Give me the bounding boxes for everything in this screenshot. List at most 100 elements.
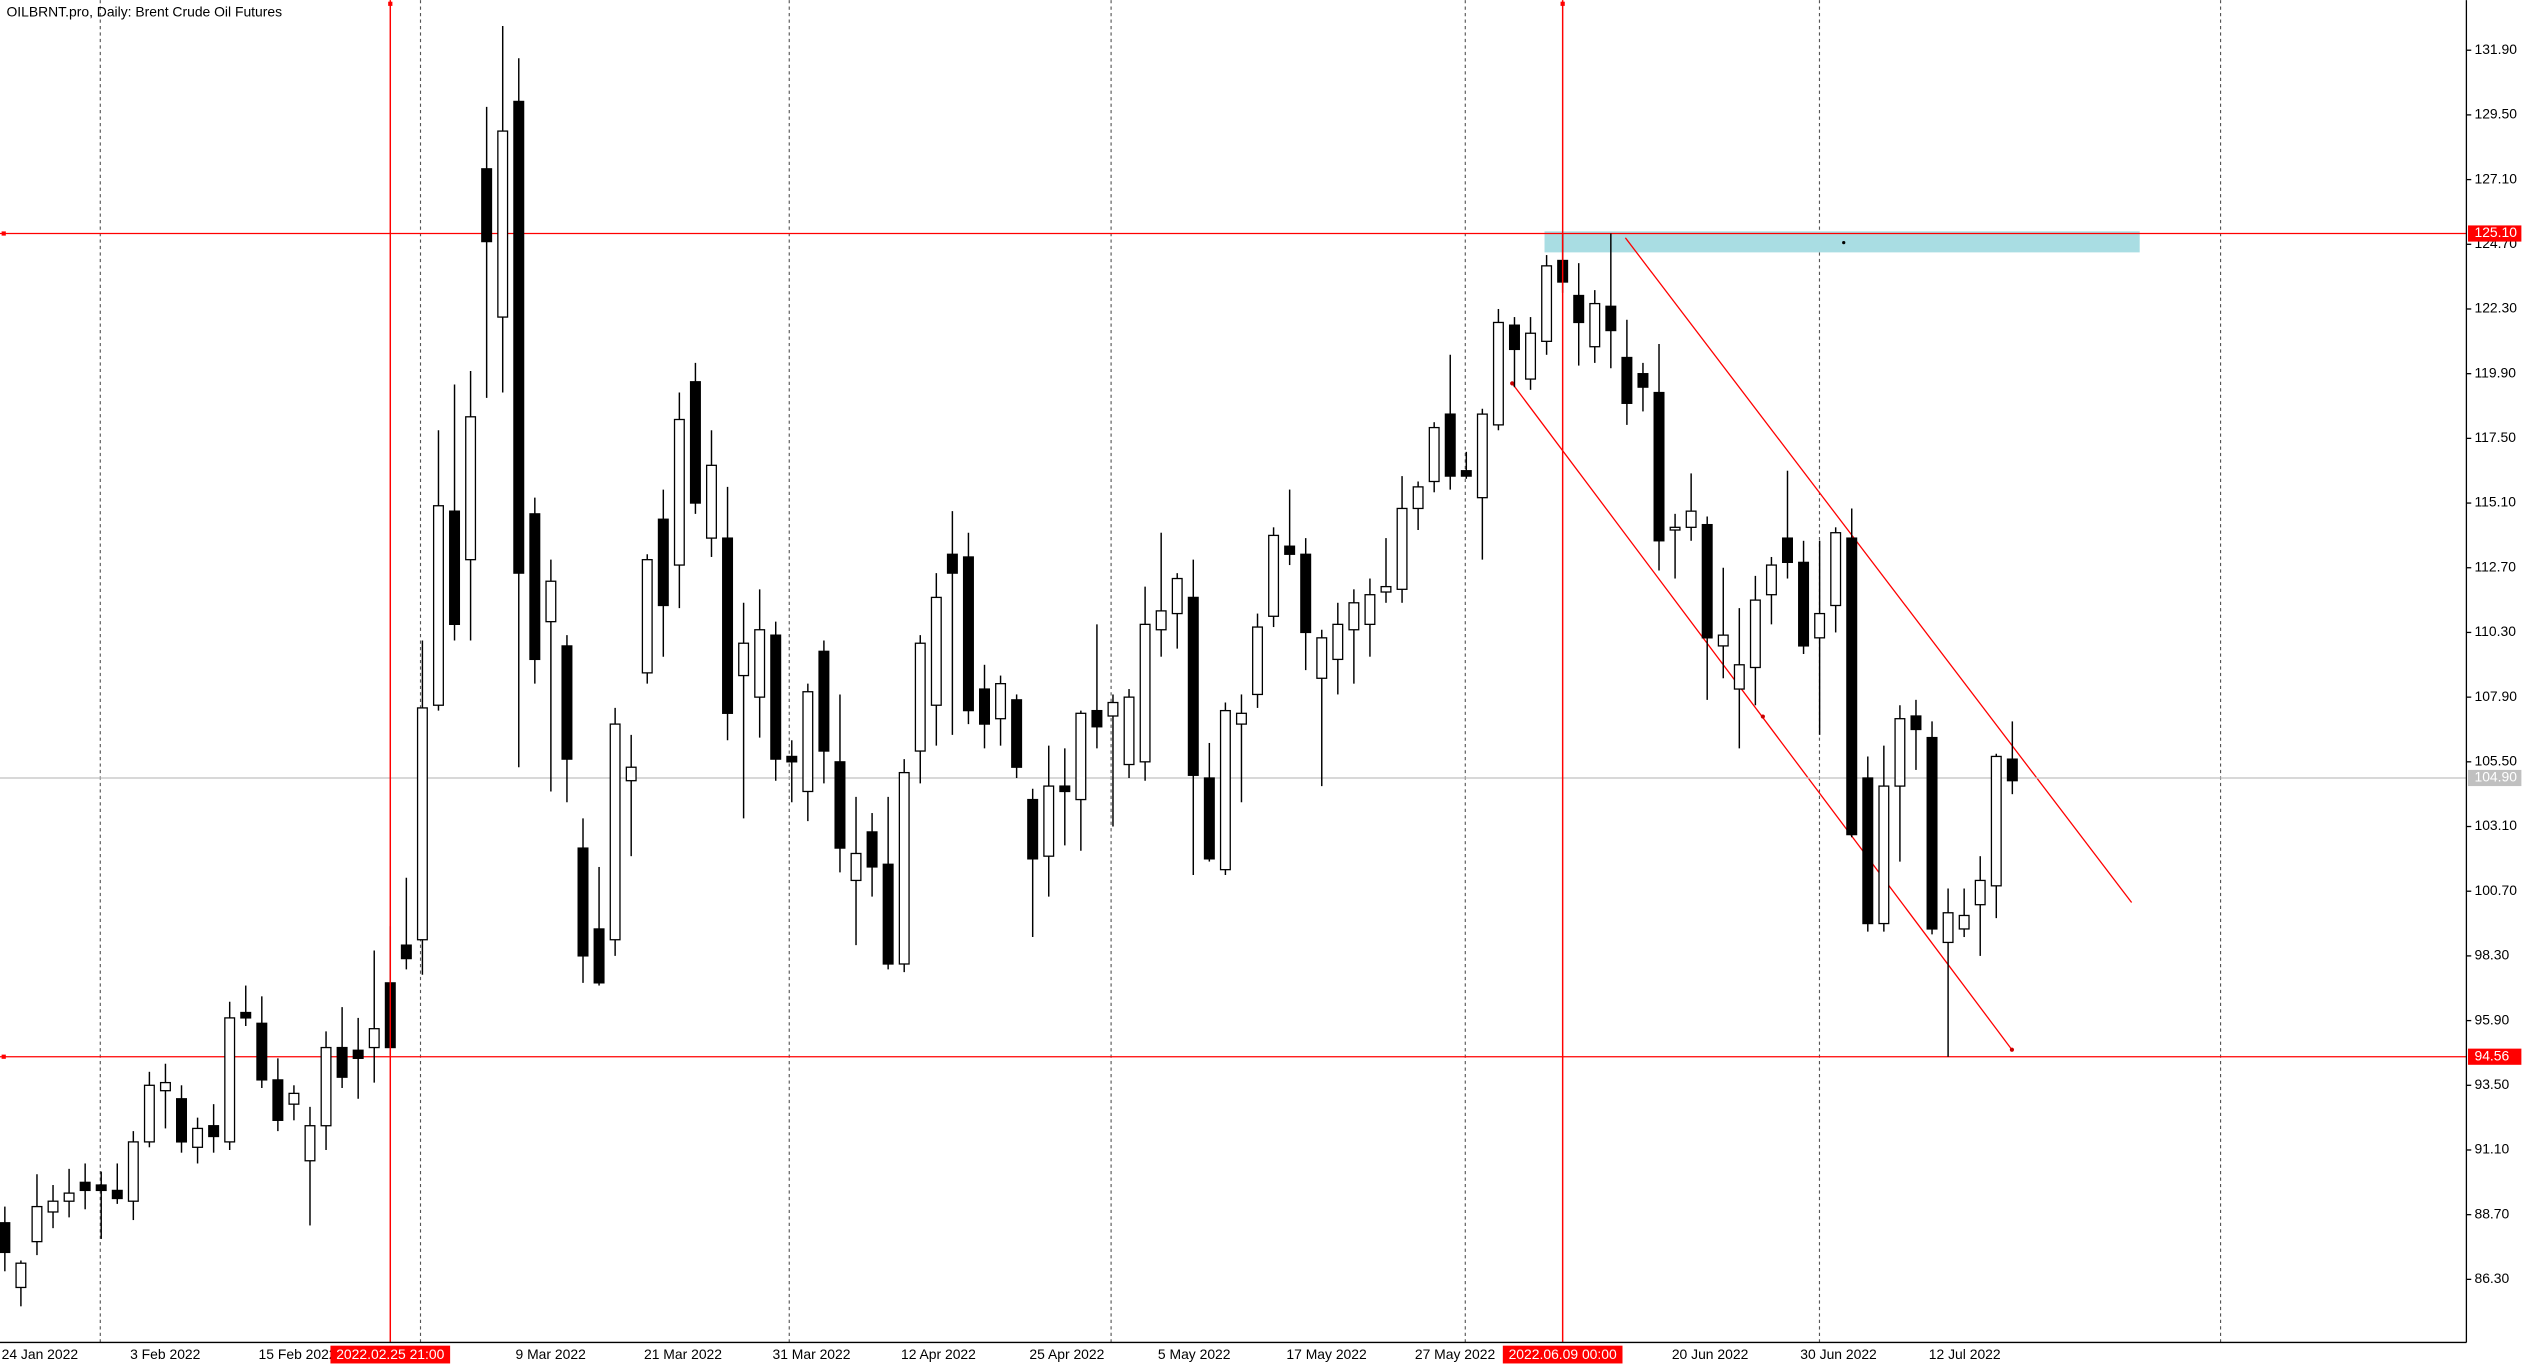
candle-body [1380,585,1392,593]
candle-body [288,1092,300,1105]
candle-body [497,130,509,318]
candle-body [1798,561,1810,647]
candle-body [1749,599,1761,669]
candle-body [1508,324,1520,351]
candle-body [1589,302,1601,348]
candle-body [1717,634,1729,647]
candle-body [95,1184,107,1192]
candle-body [754,629,766,698]
candle-body [1075,712,1087,801]
candle-body [111,1189,123,1200]
candle-body [722,537,734,714]
candle-body [850,852,862,882]
candle-body [1219,709,1231,871]
candle-body [1701,523,1713,639]
candle-body [176,1098,188,1143]
candle-body [1155,610,1167,631]
candle-body [930,596,942,706]
candle-body [465,416,477,561]
candle-body [320,1046,332,1127]
y-tick-label: 93.50 [2474,1076,2509,1092]
candle-body [818,650,830,752]
y-tick-label: 86.30 [2474,1270,2509,1286]
candle-body [1814,612,1826,639]
candle-body [1476,413,1488,499]
channel-upper[interactable] [1624,237,2133,903]
candle-body [272,1079,284,1121]
candle-body [898,771,910,965]
candle-body [1059,785,1071,793]
candle-body [47,1200,59,1213]
x-tick-label: 15 Feb 2022 [259,1346,337,1362]
candle-body [786,755,798,763]
candle-body [1653,391,1665,542]
x-tick-label: 20 Jun 2022 [1672,1346,1749,1362]
candle-body [979,688,991,725]
candle-body [1268,534,1280,617]
candle-body [770,634,782,760]
candle-body [593,928,605,984]
candle-body [1573,294,1585,324]
candle-body [79,1181,91,1192]
x-tick-label: 31 Mar 2022 [772,1346,850,1362]
candle-body [1460,470,1472,477]
candle-body [1492,321,1504,426]
candle-body [1123,696,1135,766]
y-tick-label: 88.70 [2474,1205,2509,1221]
candle-body [336,1046,348,1078]
y-tick-label: 91.10 [2474,1141,2509,1157]
x-tick-label: 27 May 2022 [1415,1346,1496,1362]
candle-body [1733,664,1745,690]
candle-body [1637,373,1649,388]
candle-body [1011,699,1023,768]
marker-anchor [1560,1,1565,6]
y-tick-label: 129.50 [2474,106,2517,122]
candle-body [1942,912,1954,944]
candle-body [240,1011,252,1019]
candle-body [914,642,926,752]
candle-body [1252,626,1264,696]
x-tick-label: 25 Apr 2022 [1029,1346,1104,1362]
candle-body [1396,507,1408,590]
supply-zone[interactable] [1544,231,2140,253]
y-tick-label: 117.50 [2474,429,2516,445]
candle-body [1926,736,1938,930]
x-tick-label: 21 Mar 2022 [644,1346,722,1362]
candle-body [449,510,461,626]
candle-body [866,831,878,868]
candle-body [625,766,637,782]
candle-body [657,518,669,607]
candle-body [1525,332,1537,380]
candle-body [127,1141,139,1202]
candle-body [2006,758,2018,782]
level-box [2468,225,2522,242]
candle-body [529,513,541,661]
y-tick-label: 95.90 [2474,1011,2509,1027]
level-anchor [1,1054,6,1059]
candle-body [834,761,846,849]
channel-anchor [1510,381,1515,386]
y-tick-label: 115.10 [2474,494,2516,510]
channel-anchor [2009,1047,2015,1052]
x-tick-label: 9 Mar 2022 [516,1346,587,1362]
candle-body [1781,537,1793,564]
candle-body [352,1049,364,1059]
candle-body [256,1022,268,1081]
candle-body [946,553,958,574]
candle-body [1974,879,1986,906]
candle-body [63,1192,75,1202]
candle-body [1878,785,1890,925]
candle-body [1235,712,1247,725]
candle-body [1958,914,1970,930]
candle-body [995,683,1007,720]
candle-body [1027,798,1039,860]
y-tick-label: 105.50 [2474,753,2517,769]
candle-body [159,1081,171,1092]
candle-body [561,645,573,760]
candle-body [1846,537,1858,836]
candle-body [304,1125,316,1162]
candle-body [368,1028,380,1049]
candle-body [1830,532,1842,607]
candle-body [673,418,685,566]
candle-body [1171,577,1183,615]
